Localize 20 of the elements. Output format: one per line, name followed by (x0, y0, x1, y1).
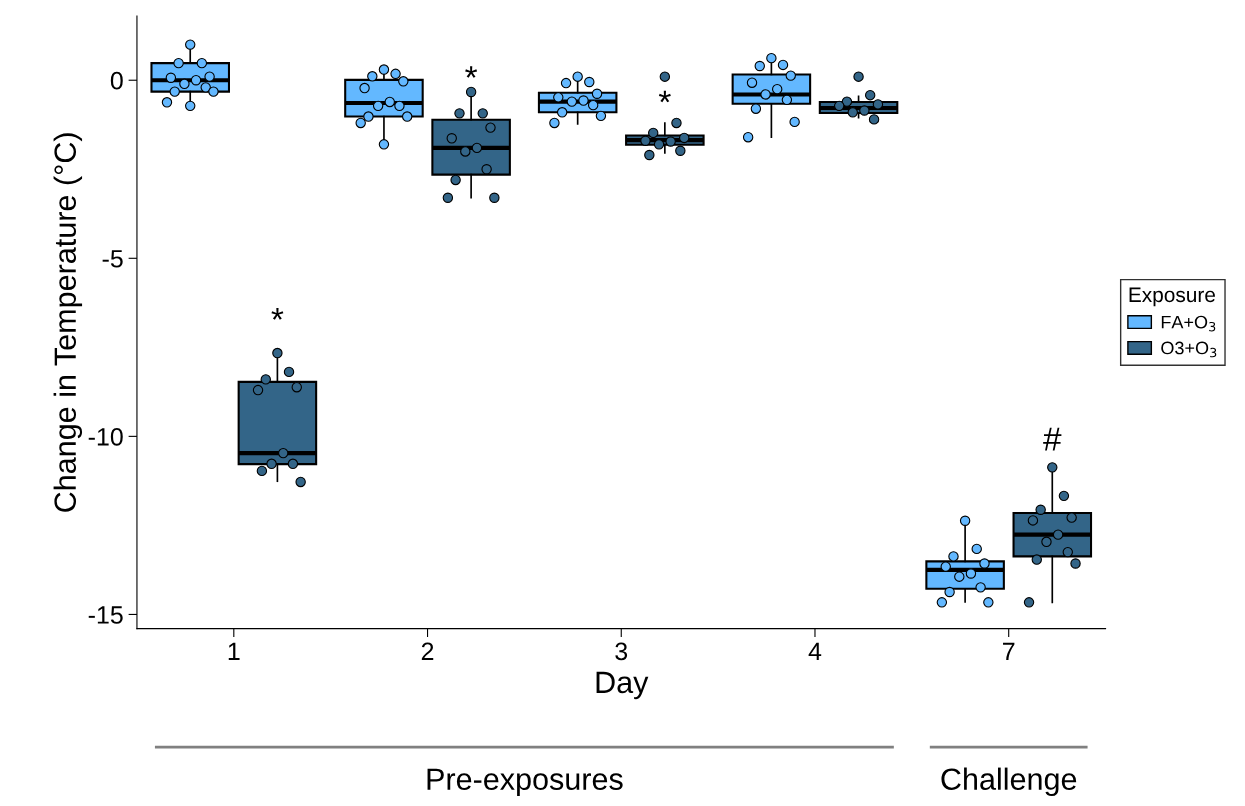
x-axis-title: Day (596, 671, 649, 700)
legend-label: FA+O$_{3}$ (1161, 315, 1216, 332)
annotation: * (271, 308, 284, 320)
y-tick-label: -10 (88, 427, 123, 446)
x-tick-label: 1 (228, 642, 240, 660)
y-tick-label: -15 (88, 606, 123, 624)
legend-title: Exposure (1129, 287, 1215, 307)
y-axis-title: Change in Temperature (°C) (53, 133, 83, 512)
x-tick-label: 2 (421, 642, 434, 660)
text: Pre-exposures (427, 768, 623, 797)
y-tick-label: -5 (102, 250, 123, 268)
text: Challenge (941, 767, 1077, 797)
x-tick-label: 7 (1003, 642, 1015, 660)
x-tick-label: 3 (615, 642, 628, 661)
x-tick-label: 4 (808, 642, 822, 660)
annotation: # (1043, 427, 1062, 451)
annotation: * (465, 66, 478, 78)
legend-label: O3+O$_{3}$ (1161, 341, 1217, 358)
annotation: * (658, 90, 671, 103)
y-tick-label: 0 (110, 71, 123, 90)
